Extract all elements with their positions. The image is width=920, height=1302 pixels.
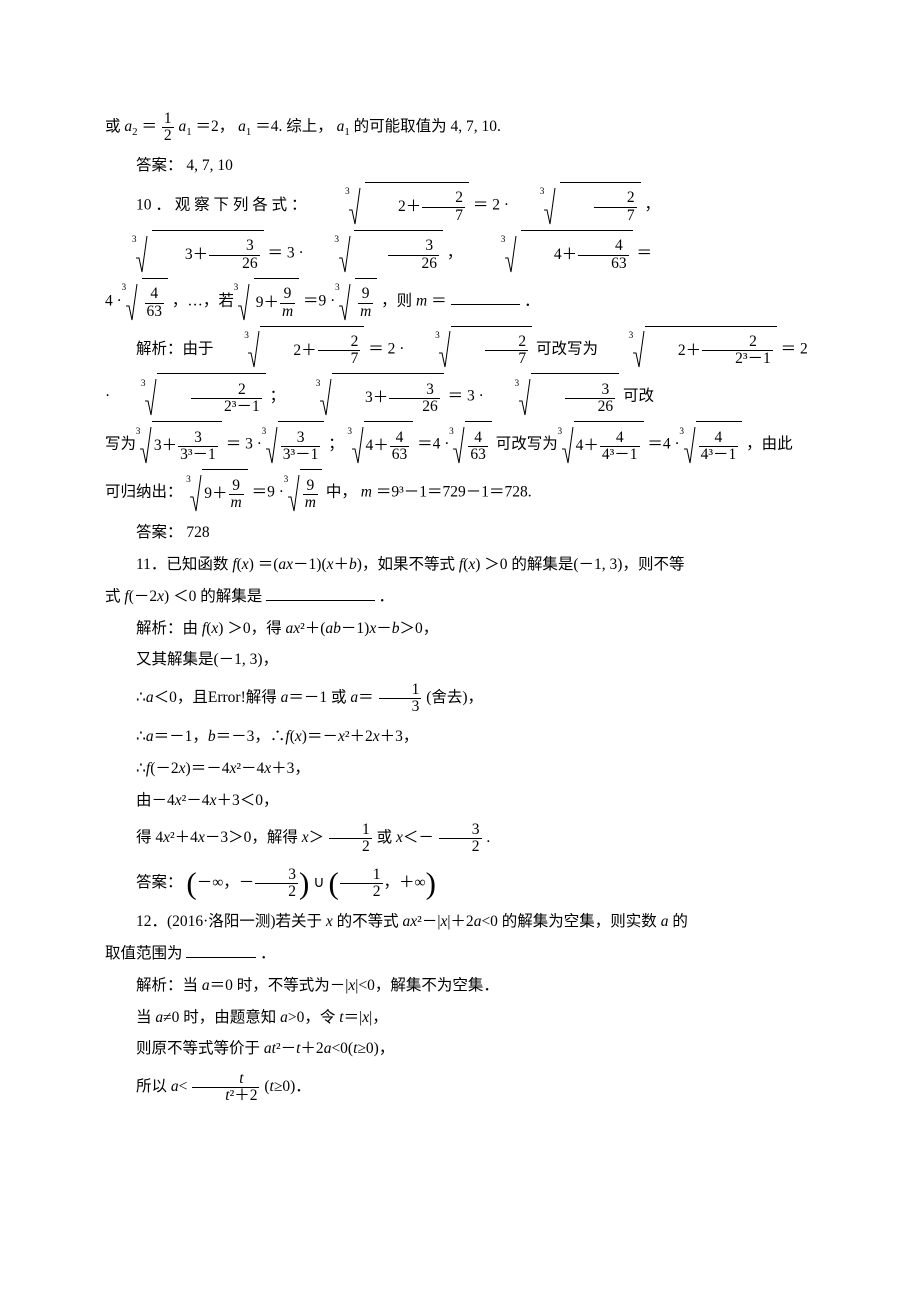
- solution-11-7: 得 4x²＋4x－3＞0，解得 x＞ 12 或 x＜－ 32 .: [105, 816, 810, 861]
- fill-blank: [451, 289, 521, 306]
- solution-11-5: ∴f(－2x)＝－4x²－4x＋3，: [105, 753, 810, 785]
- paragraph-cont: 或 a2 ＝ 1 2 a1 ＝2， a1 ＝4. 综上， a1 的可能取值为 4…: [105, 105, 810, 150]
- text: 的可能取值为 4, 7, 10.: [354, 118, 501, 135]
- fraction: 1 2: [162, 111, 174, 145]
- answer-value: 4, 7, 10: [186, 157, 233, 174]
- question-11: 11．已知函数 f(x) ＝(ax－1)(x＋b)，如果不等式 f(x) ＞0 …: [105, 549, 810, 581]
- radicand: 2＋27: [365, 182, 469, 230]
- answer-label: 答案：: [136, 157, 183, 174]
- answer-line: 答案： 728: [105, 517, 810, 549]
- cube-root: 3 27: [513, 182, 641, 230]
- solution-10: 解析：由于 32＋27 ＝ 2 · 327 可改写为 32＋22³－1 ＝ 2 …: [105, 326, 810, 422]
- sub: 1: [344, 126, 349, 138]
- text: ，…，若: [172, 292, 238, 309]
- solution-11-6: 由－4x²－4x＋3＜0，: [105, 785, 810, 817]
- cube-root: 3 4＋463: [474, 230, 633, 278]
- fill-blank: [186, 941, 256, 958]
- root-index: 3: [314, 179, 350, 206]
- text: ＝4. 综上，: [255, 118, 333, 135]
- numerator: 1: [162, 111, 174, 127]
- question-12-cont: 取值范围为 ．: [105, 938, 810, 970]
- solution-11-2: 又其解集是(－1, 3)，: [105, 644, 810, 676]
- solution-10-cont2: 可归纳出： 39＋9m ＝9 · 39m 中， m ＝9³－1＝729－1＝72…: [105, 469, 810, 517]
- var-a: a: [238, 118, 246, 135]
- fill-blank: [266, 584, 375, 601]
- solution-11-1: 解析：由 f(x) ＞0，得 ax²＋(ab－1)x－b＞0，: [105, 613, 810, 645]
- comma: ，: [644, 196, 660, 213]
- solution-12-1: 解析：当 a＝0 时，不等式为－|x|<0，解集不为空集．: [105, 970, 810, 1002]
- cube-root: 3 463: [126, 278, 168, 326]
- cube-root: 3 3＋326: [105, 230, 264, 278]
- question-10: 10 ． 观 察 下 列 各 式 ： 3 2＋27 ＝ 2 · 3 27 ， 3…: [105, 182, 810, 278]
- text: ＝9 ·: [303, 292, 339, 309]
- solution-12-3: 则原不等式等价于 at²－t＋2a<0(t≥0)，: [105, 1033, 810, 1065]
- var-a: a: [124, 118, 132, 135]
- cube-root: 3 2＋27: [318, 182, 469, 230]
- eq: ＝: [636, 244, 652, 261]
- solution-12-4: 所以 a< tt²＋2 (t≥0)．: [105, 1065, 810, 1110]
- sub: 2: [132, 126, 137, 138]
- question-12: 12．(2016·洛阳一测)若关于 x 的不等式 ax²－|x|＋2a<0 的解…: [105, 906, 810, 938]
- eq: ＝: [141, 118, 157, 135]
- solution-11-4: ∴a＝－1，b＝－3，∴f(x)＝－x²＋2x＋3，: [105, 721, 810, 753]
- answer-line: 答案： 4, 7, 10: [105, 150, 810, 182]
- answer-value: 728: [186, 524, 209, 541]
- sub: 1: [186, 126, 191, 138]
- text: ，则: [381, 292, 416, 309]
- document-page: 或 a2 ＝ 1 2 a1 ＝2， a1 ＝4. 综上， a1 的可能取值为 4…: [0, 0, 920, 1302]
- text: ＝ 2 ·: [473, 196, 513, 213]
- question-10-cont: 4 · 3 463 ，…，若 3 9＋9m ＝9 · 3 9m ，则 m ＝ ．: [105, 278, 810, 326]
- answer-label: 答案：: [136, 524, 183, 541]
- cube-root: 3 9＋9m: [238, 278, 299, 326]
- period: ．: [524, 292, 540, 309]
- text: ＝9³－1＝729－1＝728.: [376, 484, 532, 501]
- answer-line: 答案： (－∞，－32) ∪ (12，＋∞): [105, 861, 810, 906]
- comma: ，: [447, 244, 463, 261]
- text: 10 ． 观 察 下 列 各 式 ：: [136, 196, 307, 213]
- sub: 1: [246, 126, 251, 138]
- var-m: m: [416, 292, 427, 309]
- label: 解析：由于: [136, 340, 214, 357]
- eq: ＝: [431, 292, 447, 309]
- solution-12-2: 当 a≠0 时，由题意知 a>0，令 t＝|x|，: [105, 1002, 810, 1034]
- text: 或: [105, 118, 124, 135]
- text: ＝2，: [196, 118, 235, 135]
- text: 可改写为: [536, 340, 598, 357]
- solution-11-3: ∴a＜0，且Error!解得 a＝－1 或 a＝ 13 (舍去)，: [105, 676, 810, 721]
- denominator: 2: [162, 127, 174, 144]
- error-text: Error!: [208, 689, 246, 706]
- text: ＝ 3 ·: [268, 244, 308, 261]
- cube-root: 3 9m: [339, 278, 377, 326]
- cube-root: 3 326: [308, 230, 443, 278]
- solution-10-cont: 写为 33＋33³－1 ＝ 3 · 333³－1 ； 34＋463 ＝4 · 3…: [105, 421, 810, 469]
- question-11-cont: 式 f(－2x) ＜0 的解集是 ．: [105, 581, 810, 613]
